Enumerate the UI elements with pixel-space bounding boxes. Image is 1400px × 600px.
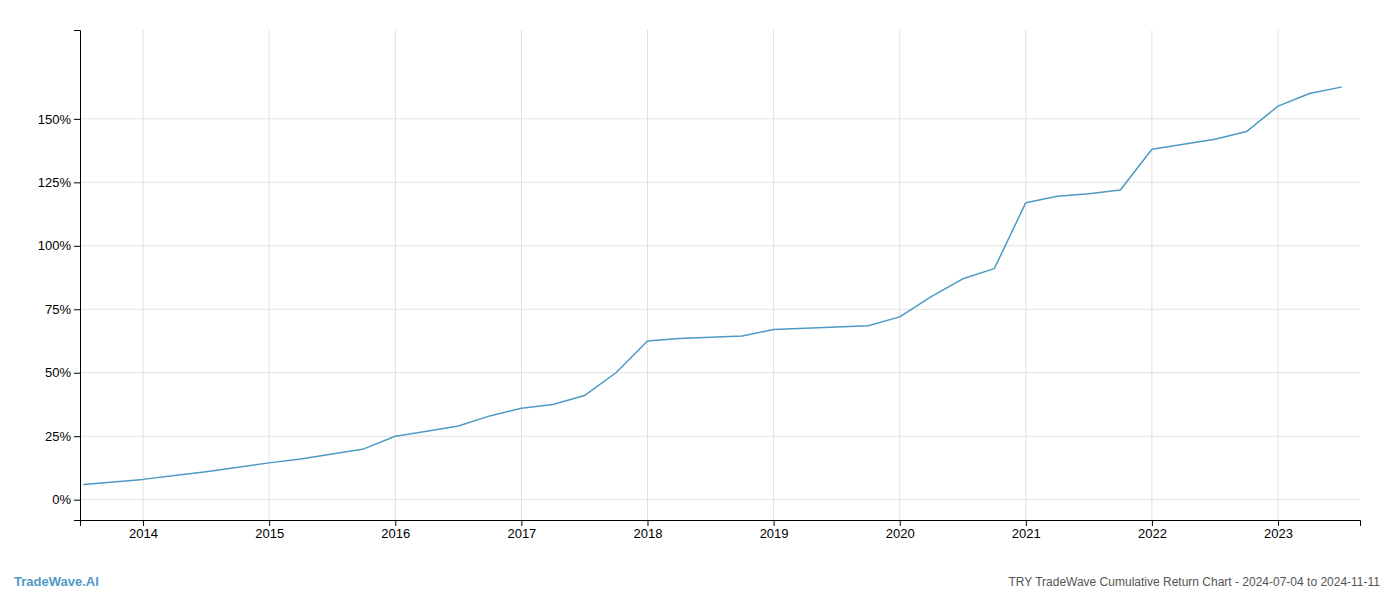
tick-mark bbox=[900, 520, 901, 526]
grid bbox=[80, 30, 1360, 520]
tick: 2014 bbox=[129, 520, 158, 541]
tick: 75% bbox=[45, 302, 80, 317]
tick-mark bbox=[74, 500, 80, 501]
tick-label: 2021 bbox=[1012, 526, 1041, 541]
grid-line bbox=[80, 309, 1360, 310]
tick: 2015 bbox=[255, 520, 284, 541]
tick: 2023 bbox=[1264, 520, 1293, 541]
tick-label: 2020 bbox=[886, 526, 915, 541]
line bbox=[84, 87, 1341, 484]
grid-line bbox=[521, 30, 522, 520]
grid-line bbox=[80, 245, 1360, 246]
tick-label: 2019 bbox=[760, 526, 789, 541]
axis-line bbox=[74, 31, 81, 521]
tick: 2021 bbox=[1012, 520, 1041, 541]
tick-mark bbox=[521, 520, 522, 526]
tick-label: 2023 bbox=[1264, 526, 1293, 541]
grid-line bbox=[80, 182, 1360, 183]
tick-mark bbox=[647, 520, 648, 526]
tick-label: 25% bbox=[45, 429, 71, 444]
tick-mark bbox=[143, 520, 144, 526]
tick: 2019 bbox=[760, 520, 789, 541]
tick: 2018 bbox=[634, 520, 663, 541]
grid-line bbox=[899, 30, 900, 520]
tick-label: 75% bbox=[45, 302, 71, 317]
tick: 0% bbox=[52, 492, 80, 507]
tick: 150% bbox=[38, 112, 80, 127]
tick-label: 100% bbox=[38, 238, 72, 253]
tick: 2017 bbox=[507, 520, 536, 541]
plot-area bbox=[84, 87, 1341, 484]
x-axis: 2014 2015 2016 2017 2018 2019 2020 2021 2022 2023 bbox=[81, 520, 1361, 541]
tick-label: 0% bbox=[52, 492, 71, 507]
tick-mark bbox=[1278, 520, 1279, 526]
tick-mark bbox=[74, 182, 80, 183]
title: TRY TradeWave Cumulative Return Chart - … bbox=[1008, 575, 1380, 589]
tick: 2022 bbox=[1138, 520, 1167, 541]
tick-label: 2018 bbox=[634, 526, 663, 541]
tick: 125% bbox=[38, 175, 80, 190]
grid-line bbox=[647, 30, 648, 520]
tick-mark bbox=[74, 119, 80, 120]
grid-line bbox=[1278, 30, 1279, 520]
tick-label: 50% bbox=[45, 365, 71, 380]
axis-line bbox=[81, 521, 1361, 527]
tick: 50% bbox=[45, 365, 80, 380]
tick-mark bbox=[774, 520, 775, 526]
tick-mark bbox=[1026, 520, 1027, 526]
tick-label: 150% bbox=[38, 112, 72, 127]
y-axis: 0% 25% 50% 75% 100% 125% 150% bbox=[38, 31, 81, 521]
tick-label: 125% bbox=[38, 175, 72, 190]
grid-line bbox=[1025, 30, 1026, 520]
grid-line bbox=[143, 30, 144, 520]
tick-label: 2016 bbox=[381, 526, 410, 541]
grid-line bbox=[269, 30, 270, 520]
tick-mark bbox=[74, 246, 80, 247]
grid-line bbox=[395, 30, 396, 520]
tick-mark bbox=[74, 436, 80, 437]
tick-label: 2015 bbox=[255, 526, 284, 541]
tick: 2020 bbox=[886, 520, 915, 541]
tick: 100% bbox=[38, 238, 80, 253]
tick-mark bbox=[269, 520, 270, 526]
tick-label: 2017 bbox=[507, 526, 536, 541]
tick: 2016 bbox=[381, 520, 410, 541]
chart: 2014 2015 2016 2017 2018 2019 2020 2021 2022 2023… bbox=[0, 0, 1400, 600]
grid-line bbox=[80, 372, 1360, 373]
tick-mark bbox=[395, 520, 396, 526]
grid-line bbox=[80, 499, 1360, 500]
tick-mark bbox=[74, 309, 80, 310]
grid-line bbox=[773, 30, 774, 520]
tick-mark bbox=[74, 373, 80, 374]
tick: 25% bbox=[45, 429, 80, 444]
grid-line bbox=[80, 436, 1360, 437]
watermark: TradeWave.AI bbox=[14, 574, 99, 589]
tick-label: 2022 bbox=[1138, 526, 1167, 541]
tick-label: 2014 bbox=[129, 526, 158, 541]
tick-mark bbox=[1152, 520, 1153, 526]
grid-line bbox=[80, 118, 1360, 119]
grid-line bbox=[1151, 30, 1152, 520]
